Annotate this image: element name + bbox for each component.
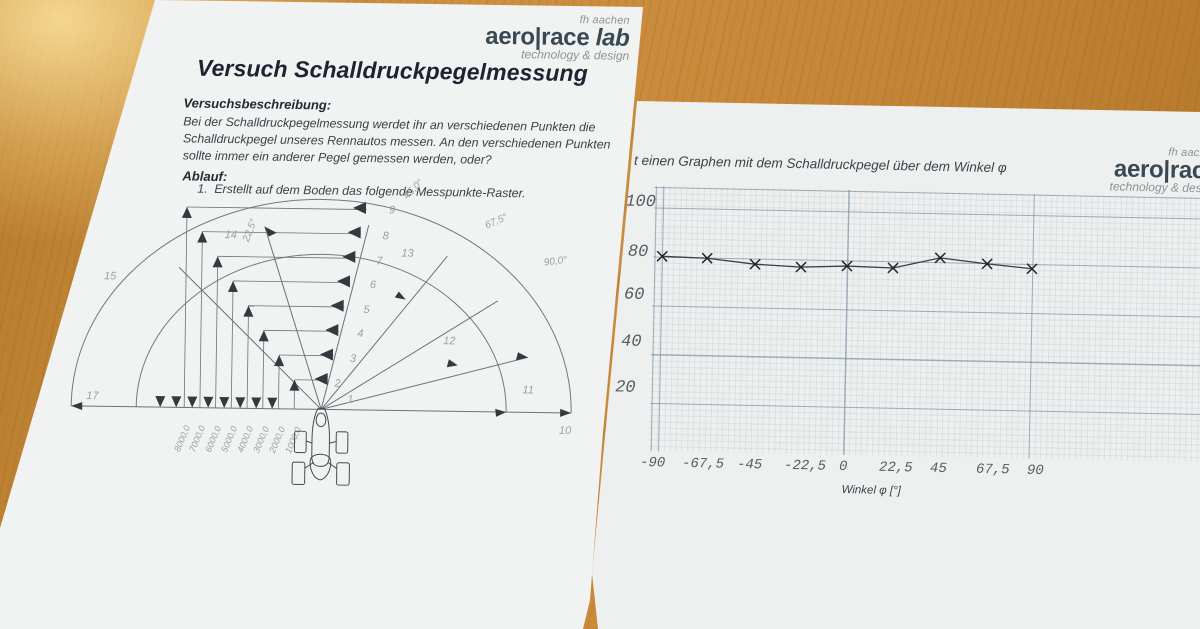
svg-text:7: 7 bbox=[376, 255, 383, 267]
svg-text:3: 3 bbox=[350, 353, 357, 365]
svg-text:2: 2 bbox=[333, 378, 340, 390]
svg-text:8: 8 bbox=[383, 230, 390, 242]
svg-text:90,0°: 90,0° bbox=[543, 255, 568, 269]
svg-text:15: 15 bbox=[104, 270, 117, 282]
svg-text:45,0°: 45,0° bbox=[401, 177, 425, 201]
svg-text:12: 12 bbox=[443, 335, 455, 347]
svg-text:13: 13 bbox=[401, 248, 414, 260]
svg-text:67,5°: 67,5° bbox=[483, 212, 509, 232]
svg-text:6: 6 bbox=[370, 279, 377, 291]
svg-text:4: 4 bbox=[357, 328, 363, 340]
svg-text:11: 11 bbox=[522, 384, 534, 396]
svg-text:14: 14 bbox=[225, 229, 237, 241]
svg-text:10: 10 bbox=[559, 425, 572, 437]
svg-text:9: 9 bbox=[389, 204, 395, 216]
svg-text:22,5°: 22,5° bbox=[241, 218, 260, 245]
svg-text:17: 17 bbox=[86, 390, 99, 402]
svg-text:5: 5 bbox=[363, 304, 370, 316]
